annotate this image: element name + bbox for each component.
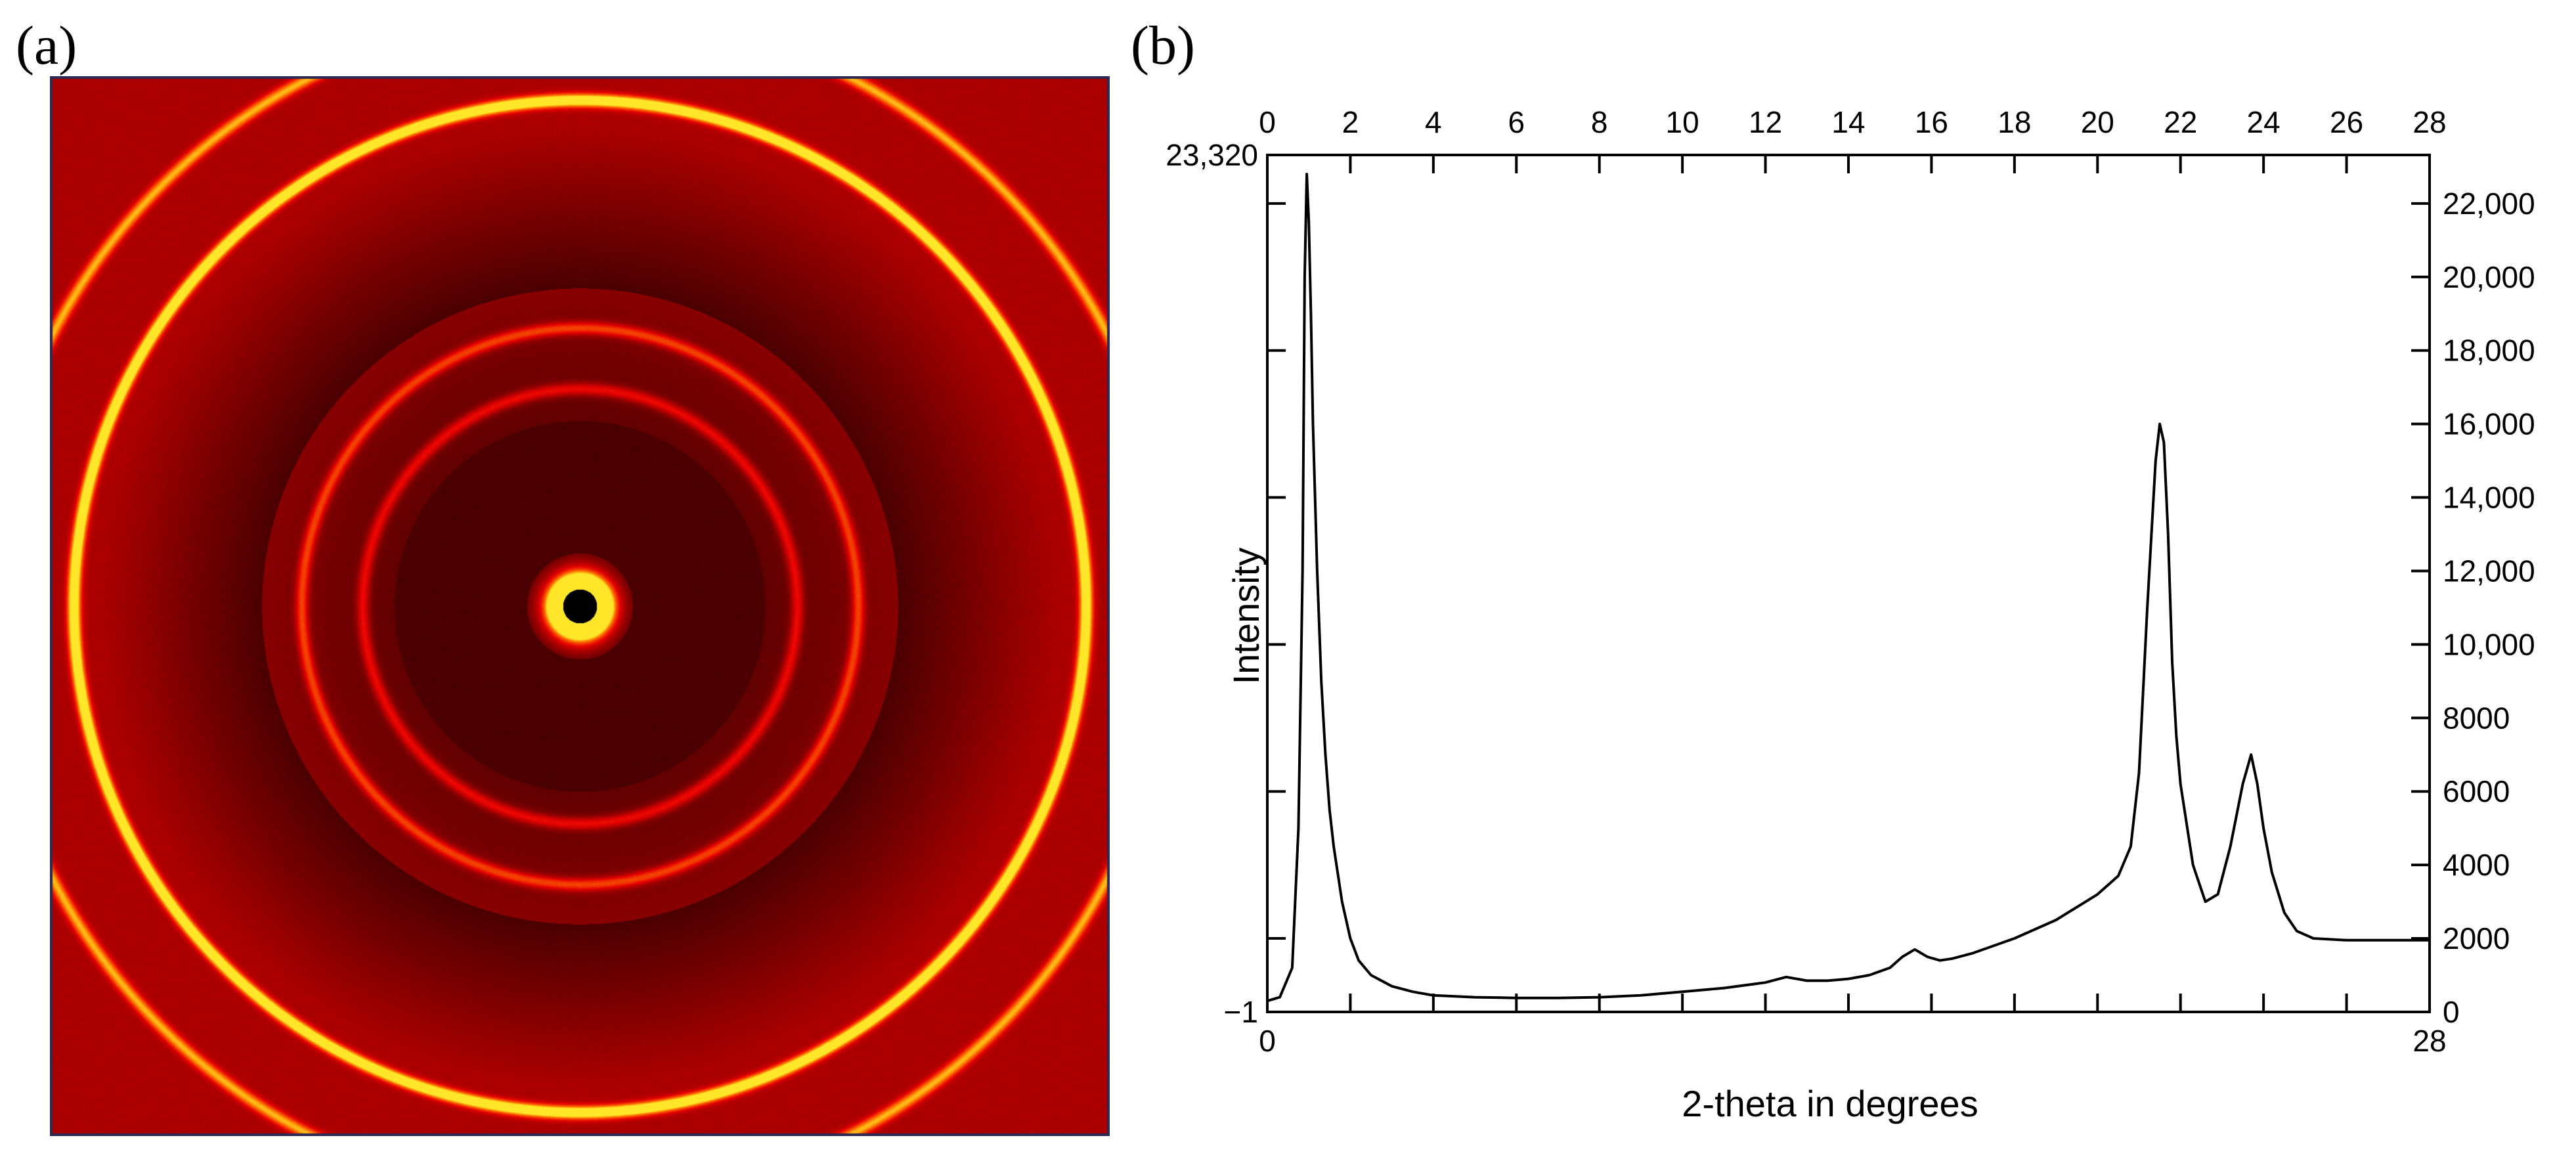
x-tick-label-top: 22 — [2164, 105, 2197, 139]
x-tick-label-top: 18 — [1997, 105, 2031, 139]
plot-frame — [1267, 155, 2430, 1012]
x-tick-label-top: 20 — [2081, 105, 2114, 139]
chart-ticks — [1267, 155, 2430, 1012]
x-axis-title: 2-theta in degrees — [1682, 1083, 1978, 1124]
chart-tick-labels: 0 2 4 6 8 10 12 14 16 18 20 22 24 26 280 28020004000600… — [1166, 105, 2535, 1058]
x-tick-label-top: 14 — [1831, 105, 1865, 139]
y-tick-label-right: 20,000 — [2443, 260, 2535, 294]
y-tick-label-right: 4000 — [2443, 848, 2510, 882]
y-tick-label-right: 16,000 — [2443, 407, 2535, 441]
x-tick-label-top: 12 — [1749, 105, 1782, 139]
y-tick-label-right: 12,000 — [2443, 554, 2535, 588]
y-tick-label-right: 14,000 — [2443, 481, 2535, 515]
intensity-line — [1267, 174, 2430, 1001]
chart-axes — [1267, 155, 2430, 1012]
y-min-label-left: −1 — [1224, 995, 1258, 1029]
x-tick-label-top: 28 — [2412, 105, 2446, 139]
x-tick-label-top: 26 — [2330, 105, 2363, 139]
x-tick-label-top: 10 — [1666, 105, 1699, 139]
chart-series — [1267, 174, 2430, 1001]
y-tick-label-right: 2000 — [2443, 921, 2510, 955]
y-max-label-left: 23,320 — [1166, 138, 1258, 172]
x-tick-label-top: 2 — [1342, 105, 1359, 139]
y-tick-label-right: 18,000 — [2443, 334, 2535, 368]
x-tick-label-top: 16 — [1915, 105, 1948, 139]
x-tick-label-top: 0 — [1259, 105, 1276, 139]
x-tick-label-top: 4 — [1425, 105, 1442, 139]
x-tick-label-bottom: 0 — [1259, 1024, 1276, 1058]
y-tick-label-right: 6000 — [2443, 774, 2510, 808]
y-tick-label-right: 0 — [2443, 995, 2460, 1029]
x-tick-label-top: 6 — [1508, 105, 1525, 139]
y-tick-label-right: 8000 — [2443, 701, 2510, 735]
x-tick-label-top: 24 — [2247, 105, 2281, 139]
y-axis-title: Intensity — [1225, 548, 1267, 685]
x-tick-label-top: 8 — [1591, 105, 1608, 139]
y-tick-label-right: 10,000 — [2443, 627, 2535, 661]
y-tick-label-right: 22,000 — [2443, 186, 2535, 221]
x-tick-label-bottom: 28 — [2412, 1024, 2446, 1058]
